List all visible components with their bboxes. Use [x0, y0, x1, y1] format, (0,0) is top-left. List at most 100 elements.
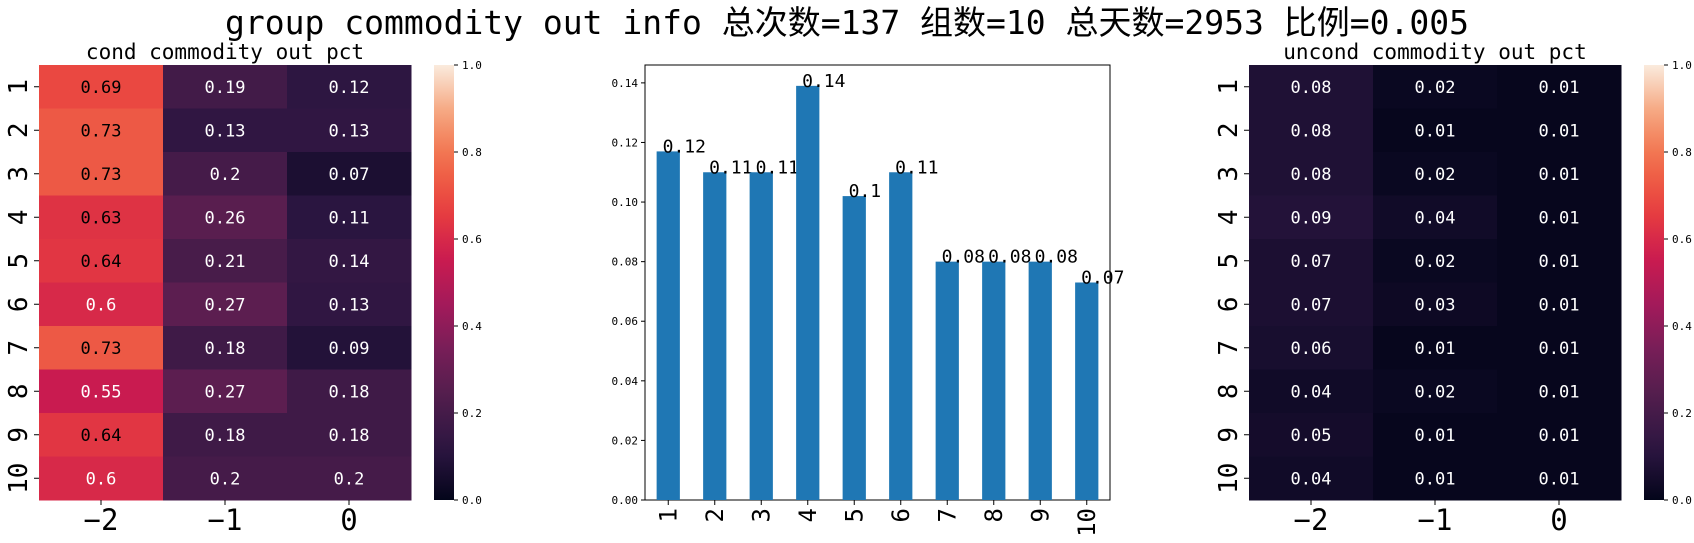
- heatmap-cell-label: 0.01: [1539, 78, 1580, 98]
- heatmap-cell-label: 0.02: [1415, 252, 1456, 272]
- row-tick-label: 9: [1214, 427, 1244, 443]
- y-tick-label: 0.04: [612, 375, 639, 388]
- row-tick-label: 4: [4, 209, 34, 225]
- heatmap-cell-label: 0.63: [81, 208, 122, 228]
- heatmap-cell-label: 0.07: [1291, 295, 1332, 315]
- heatmap-title: cond commodity out pct: [86, 40, 364, 64]
- heatmap-cell-label: 0.2: [210, 469, 241, 489]
- column-tick-label: −1: [1418, 503, 1453, 537]
- colorbar: [1644, 65, 1664, 500]
- bar-value-label: 0.14: [802, 71, 845, 92]
- heatmap-cell-label: 0.02: [1415, 78, 1456, 98]
- bar-value-label: 0.1: [849, 181, 882, 202]
- row-tick-label: 8: [4, 383, 34, 399]
- column-tick-label: −2: [84, 503, 119, 537]
- heatmap-cell-label: 0.27: [205, 382, 246, 402]
- bar: [750, 172, 773, 500]
- heatmap-cell-label: 0.09: [329, 339, 370, 359]
- figure-suptitle: group commodity out info 总次数=137 组数=10 总…: [225, 3, 1469, 42]
- row-tick-label: 7: [1214, 340, 1244, 356]
- x-tick-label: 8: [980, 508, 1008, 522]
- x-tick-label: 5: [841, 508, 869, 522]
- heatmap-cell-label: 0.11: [329, 208, 370, 228]
- heatmap-cell-label: 0.01: [1539, 121, 1580, 141]
- heatmap-cell-label: 0.18: [329, 426, 370, 446]
- heatmap-cell-label: 0.04: [1291, 469, 1332, 489]
- heatmap-cell-label: 0.08: [1291, 165, 1332, 185]
- row-tick-label: 10: [4, 463, 34, 494]
- heatmap-cell-label: 0.01: [1539, 208, 1580, 228]
- bar: [703, 172, 726, 500]
- heatmap-cell-label: 0.01: [1539, 426, 1580, 446]
- bar: [982, 262, 1005, 500]
- bar-value-label: 0.12: [663, 136, 706, 157]
- colorbar-tick-label: 0.0: [462, 494, 482, 507]
- heatmap-cell-label: 0.01: [1539, 295, 1580, 315]
- heatmap-cell-label: 0.08: [1291, 78, 1332, 98]
- heatmap-title: uncond commodity out pct: [1283, 40, 1586, 64]
- x-tick-label: 2: [701, 508, 729, 522]
- heatmap-cell-label: 0.01: [1539, 382, 1580, 402]
- heatmap-cell-label: 0.6: [86, 295, 117, 315]
- y-tick-label: 0.06: [612, 315, 639, 328]
- bar-value-label: 0.11: [709, 157, 752, 178]
- heatmap-cell-label: 0.19: [205, 78, 246, 98]
- row-tick-label: 6: [4, 296, 34, 312]
- heatmap-cell-label: 0.01: [1415, 426, 1456, 446]
- bar-chart-panel: 0.000.020.040.060.080.100.120.140.1210.1…: [612, 65, 1125, 537]
- x-tick-label: 10: [1073, 508, 1101, 537]
- heatmap-cell-label: 0.02: [1415, 165, 1456, 185]
- colorbar-tick-label: 0.4: [1672, 320, 1692, 333]
- colorbar-tick-label: 0.6: [1672, 233, 1692, 246]
- bar: [1029, 262, 1052, 500]
- heatmap-cell-label: 0.07: [1291, 252, 1332, 272]
- heatmap-cell-label: 0.69: [81, 78, 122, 98]
- colorbar: [434, 65, 454, 500]
- bar-value-label: 0.11: [756, 157, 799, 178]
- heatmap-cell-label: 0.27: [205, 295, 246, 315]
- bar: [889, 172, 912, 500]
- bar-value-label: 0.08: [988, 247, 1031, 268]
- row-tick-label: 4: [1214, 209, 1244, 225]
- column-tick-label: −1: [208, 503, 243, 537]
- row-tick-label: 3: [1214, 166, 1244, 182]
- heatmap-cell-label: 0.08: [1291, 121, 1332, 141]
- y-tick-label: 0.14: [612, 77, 639, 90]
- column-tick-label: −2: [1294, 503, 1329, 537]
- heatmap-cell-label: 0.12: [329, 78, 370, 98]
- heatmap-cell-label: 0.05: [1291, 426, 1332, 446]
- y-tick-label: 0.10: [612, 196, 639, 209]
- heatmap-cell-label: 0.55: [81, 382, 122, 402]
- x-tick-label: 6: [887, 508, 915, 522]
- bar: [1075, 283, 1098, 501]
- heatmap-cell-label: 0.18: [329, 382, 370, 402]
- row-tick-label: 1: [4, 79, 34, 95]
- colorbar-tick-label: 1.0: [462, 59, 482, 72]
- row-tick-label: 7: [4, 340, 34, 356]
- heatmap-cell-label: 0.02: [1415, 382, 1456, 402]
- colorbar-tick-label: 0.8: [462, 146, 482, 159]
- row-tick-label: 2: [1214, 122, 1244, 138]
- heatmap-cell-label: 0.2: [334, 469, 365, 489]
- bar-value-label: 0.11: [895, 157, 938, 178]
- column-tick-label: 0: [340, 503, 357, 537]
- heatmap-cell-label: 0.2: [210, 165, 241, 185]
- colorbar-tick-label: 0.0: [1672, 494, 1692, 507]
- heatmap-cell-label: 0.07: [329, 165, 370, 185]
- heatmap-cell-label: 0.73: [81, 165, 122, 185]
- heatmap-cell-label: 0.6: [86, 469, 117, 489]
- heatmap-cell-label: 0.01: [1539, 252, 1580, 272]
- y-tick-label: 0.08: [612, 256, 639, 269]
- colorbar-tick-label: 0.4: [462, 320, 482, 333]
- bar-value-label: 0.07: [1081, 268, 1124, 289]
- colorbar-tick-label: 0.2: [1672, 407, 1692, 420]
- heatmap-cell-label: 0.04: [1415, 208, 1456, 228]
- heatmap-cell-label: 0.01: [1539, 339, 1580, 359]
- heatmap-cell-label: 0.13: [329, 121, 370, 141]
- heatmap-cell-label: 0.03: [1415, 295, 1456, 315]
- heatmap-cell-label: 0.09: [1291, 208, 1332, 228]
- bar: [796, 86, 819, 500]
- heatmap-cell-label: 0.01: [1539, 469, 1580, 489]
